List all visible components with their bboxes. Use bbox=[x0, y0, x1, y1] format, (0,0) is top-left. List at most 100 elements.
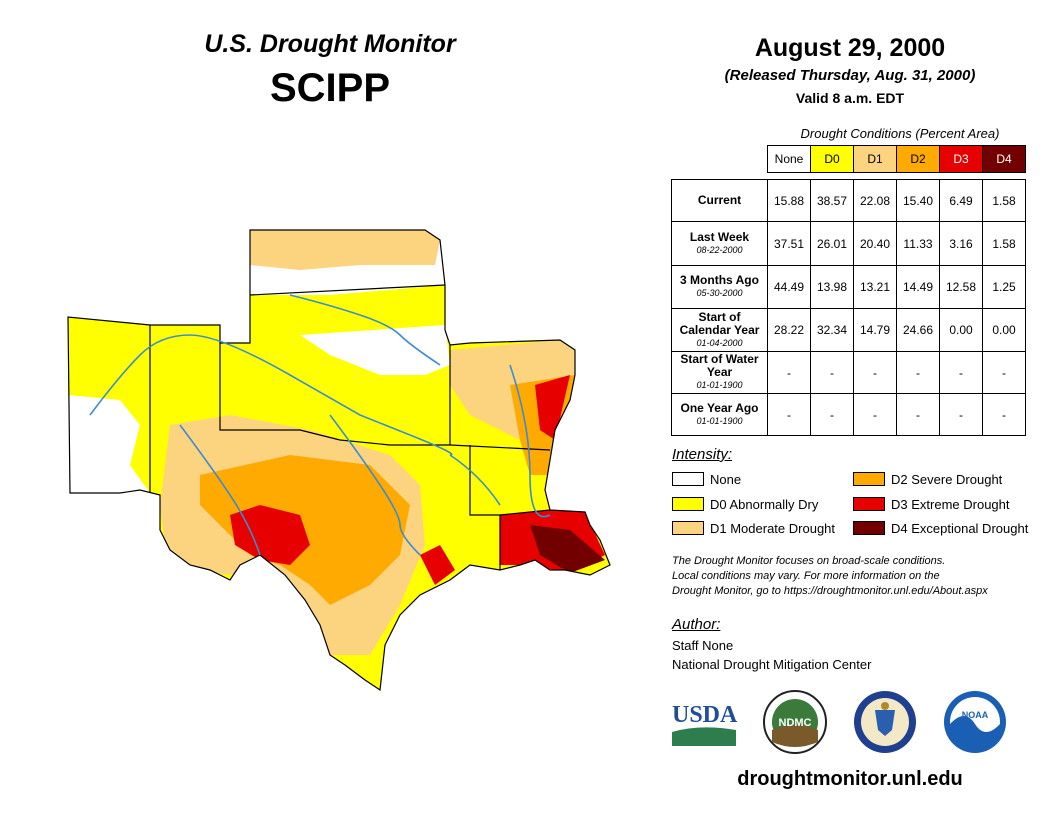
column-header-d3: D3 bbox=[939, 145, 983, 173]
table-cell: 0.00 bbox=[939, 308, 983, 352]
row-label: One Year Ago 01-01-1900 bbox=[671, 393, 768, 436]
row-label-text: Start of Calendar Year bbox=[679, 309, 760, 337]
table-cell: 32.34 bbox=[810, 308, 854, 352]
table-cell: 15.88 bbox=[767, 179, 811, 222]
row-date: 01-01-1900 bbox=[696, 380, 743, 390]
table-cell: - bbox=[853, 393, 897, 436]
table-cell: 1.58 bbox=[982, 221, 1026, 266]
usda-logo-text: USDA bbox=[672, 702, 738, 728]
row-label: Start of Calendar Year 01-04-2000 bbox=[671, 308, 768, 352]
table-cell: - bbox=[810, 393, 854, 436]
legend-label: D3 Extreme Drought bbox=[891, 496, 1010, 512]
table-row: Start of Calendar Year 01-04-2000 28.22 32.… bbox=[671, 308, 1026, 352]
legend-swatch bbox=[672, 472, 704, 486]
release-date: (Released Thursday, Aug. 31, 2000) bbox=[724, 67, 976, 84]
table-cell: 11.33 bbox=[896, 221, 940, 266]
legend-label: D0 Abnormally Dry bbox=[710, 496, 819, 512]
table-cell: 0.00 bbox=[982, 308, 1026, 352]
table-cell: 13.98 bbox=[810, 265, 854, 309]
disclaimer-line: The Drought Monitor focuses on broad-sca… bbox=[672, 555, 946, 567]
table-corner bbox=[672, 146, 768, 173]
table-cell: - bbox=[982, 351, 1026, 394]
legend-item: None bbox=[672, 471, 741, 487]
column-header-d4: D4 bbox=[982, 145, 1026, 173]
table-cell: - bbox=[767, 393, 811, 436]
row-label-text: Current bbox=[697, 193, 742, 207]
drought-conditions-table: None D0 D1 D2 D3 D4 Current 15.88 38.57 22.08 15.… bbox=[671, 145, 1026, 436]
commerce-seal bbox=[854, 691, 916, 753]
table-cell: - bbox=[896, 393, 940, 436]
disclaimer-line: Local conditions may vary. For more info… bbox=[672, 570, 940, 582]
row-label-text: 3 Months Ago bbox=[680, 273, 759, 287]
table-cell: 14.79 bbox=[853, 308, 897, 352]
row-label: Start of Water Year 01-01-1900 bbox=[671, 351, 768, 394]
author-name: Staff None bbox=[672, 638, 734, 653]
row-date: 01-04-2000 bbox=[696, 337, 743, 348]
table-cell: - bbox=[767, 351, 811, 394]
table-cell: 3.16 bbox=[939, 221, 983, 266]
table-cell: - bbox=[982, 393, 1026, 436]
table-cell: - bbox=[939, 351, 983, 394]
table-cell: 15.40 bbox=[896, 179, 940, 222]
author-title: Author: bbox=[672, 616, 721, 633]
column-header-none: None bbox=[767, 145, 811, 173]
noaa-logo-text: NOAA bbox=[962, 710, 989, 720]
legend-swatch bbox=[672, 521, 704, 535]
table-row: Current 15.88 38.57 22.08 15.40 6.49 1.58 bbox=[671, 179, 1026, 222]
table-cell: 12.58 bbox=[939, 265, 983, 309]
table-row: Last Week 08-22-2000 37.51 26.01 20.40 11.33 3… bbox=[671, 221, 1026, 266]
map-date: August 29, 2000 bbox=[754, 34, 946, 62]
table-cell: 14.49 bbox=[896, 265, 940, 309]
row-label: 3 Months Ago 05-30-2000 bbox=[671, 265, 768, 309]
row-label: Last Week 08-22-2000 bbox=[671, 221, 768, 266]
table-cell: 13.21 bbox=[853, 265, 897, 309]
legend-swatch bbox=[853, 521, 885, 535]
author-org: National Drought Mitigation Center bbox=[672, 657, 872, 672]
legend-label: D2 Severe Drought bbox=[891, 471, 1003, 487]
valid-time: Valid 8 a.m. EDT bbox=[795, 90, 905, 106]
table-cell: 37.51 bbox=[767, 221, 811, 266]
table-row: One Year Ago 01-01-1900- - - - - - bbox=[671, 393, 1026, 436]
table-cell: 20.40 bbox=[853, 221, 897, 266]
ndmc-logo-text: NDMC bbox=[779, 717, 812, 729]
legend-label: None bbox=[710, 471, 742, 487]
legend-item: D0 Abnormally Dry bbox=[672, 496, 818, 512]
table-cell: 1.58 bbox=[982, 179, 1026, 222]
table-header-row: None D0 D1 D2 D3 D4 bbox=[672, 145, 1026, 173]
legend-label: D4 Exceptional Drought bbox=[891, 520, 1029, 536]
legend-label: D1 Moderate Drought bbox=[710, 520, 836, 536]
table-cell: 38.57 bbox=[810, 179, 854, 222]
usda-logo: USDA bbox=[672, 702, 738, 746]
table-cell: 6.49 bbox=[939, 179, 983, 222]
region-title: SCIPP bbox=[269, 66, 391, 110]
row-label-text: Start of Water Year bbox=[680, 352, 759, 379]
logos: USDA NDMC NOAA bbox=[672, 690, 1006, 754]
ndmc-logo: NDMC bbox=[763, 690, 827, 754]
row-date: 08-22-2000 bbox=[696, 244, 743, 255]
table-cell: - bbox=[853, 351, 897, 394]
legend-item: D1 Moderate Drought bbox=[672, 520, 835, 536]
row-label-text: Last Week bbox=[689, 229, 750, 244]
table-cell: 44.49 bbox=[767, 265, 811, 309]
legend-title: Intensity: bbox=[672, 446, 733, 463]
map-title: U.S. Drought Monitor bbox=[204, 30, 456, 58]
table-cell: - bbox=[939, 393, 983, 436]
table-cell: 1.25 bbox=[982, 265, 1026, 309]
legend-item: D4 Exceptional Drought bbox=[853, 520, 1028, 536]
table-cell: 24.66 bbox=[896, 308, 940, 352]
drought-map bbox=[67, 229, 611, 691]
table-row: 3 Months Ago 05-30-2000 44.49 13.98 13.21 14.… bbox=[671, 265, 1026, 309]
table-row: Start of Water Year 01-01-1900- - - - - - bbox=[671, 351, 1026, 394]
table-cell: 28.22 bbox=[767, 308, 811, 352]
column-header-d1: D1 bbox=[853, 145, 897, 173]
legend-swatch bbox=[853, 497, 885, 511]
row-date: 01-01-1900 bbox=[696, 415, 743, 426]
legend-swatch bbox=[853, 472, 885, 486]
disclaimer: The Drought Monitor focuses on broad-sca… bbox=[672, 554, 1042, 599]
site-url: droughtmonitor.unl.edu bbox=[737, 768, 963, 790]
legend-item: D3 Extreme Drought bbox=[853, 496, 1010, 512]
disclaimer-line: Drought Monitor, go to https://droughtmo… bbox=[672, 585, 988, 597]
noaa-logo: NOAA bbox=[944, 691, 1006, 753]
legend-item: D2 Severe Drought bbox=[853, 471, 1002, 487]
table-caption: Drought Conditions (Percent Area) bbox=[800, 126, 1000, 141]
